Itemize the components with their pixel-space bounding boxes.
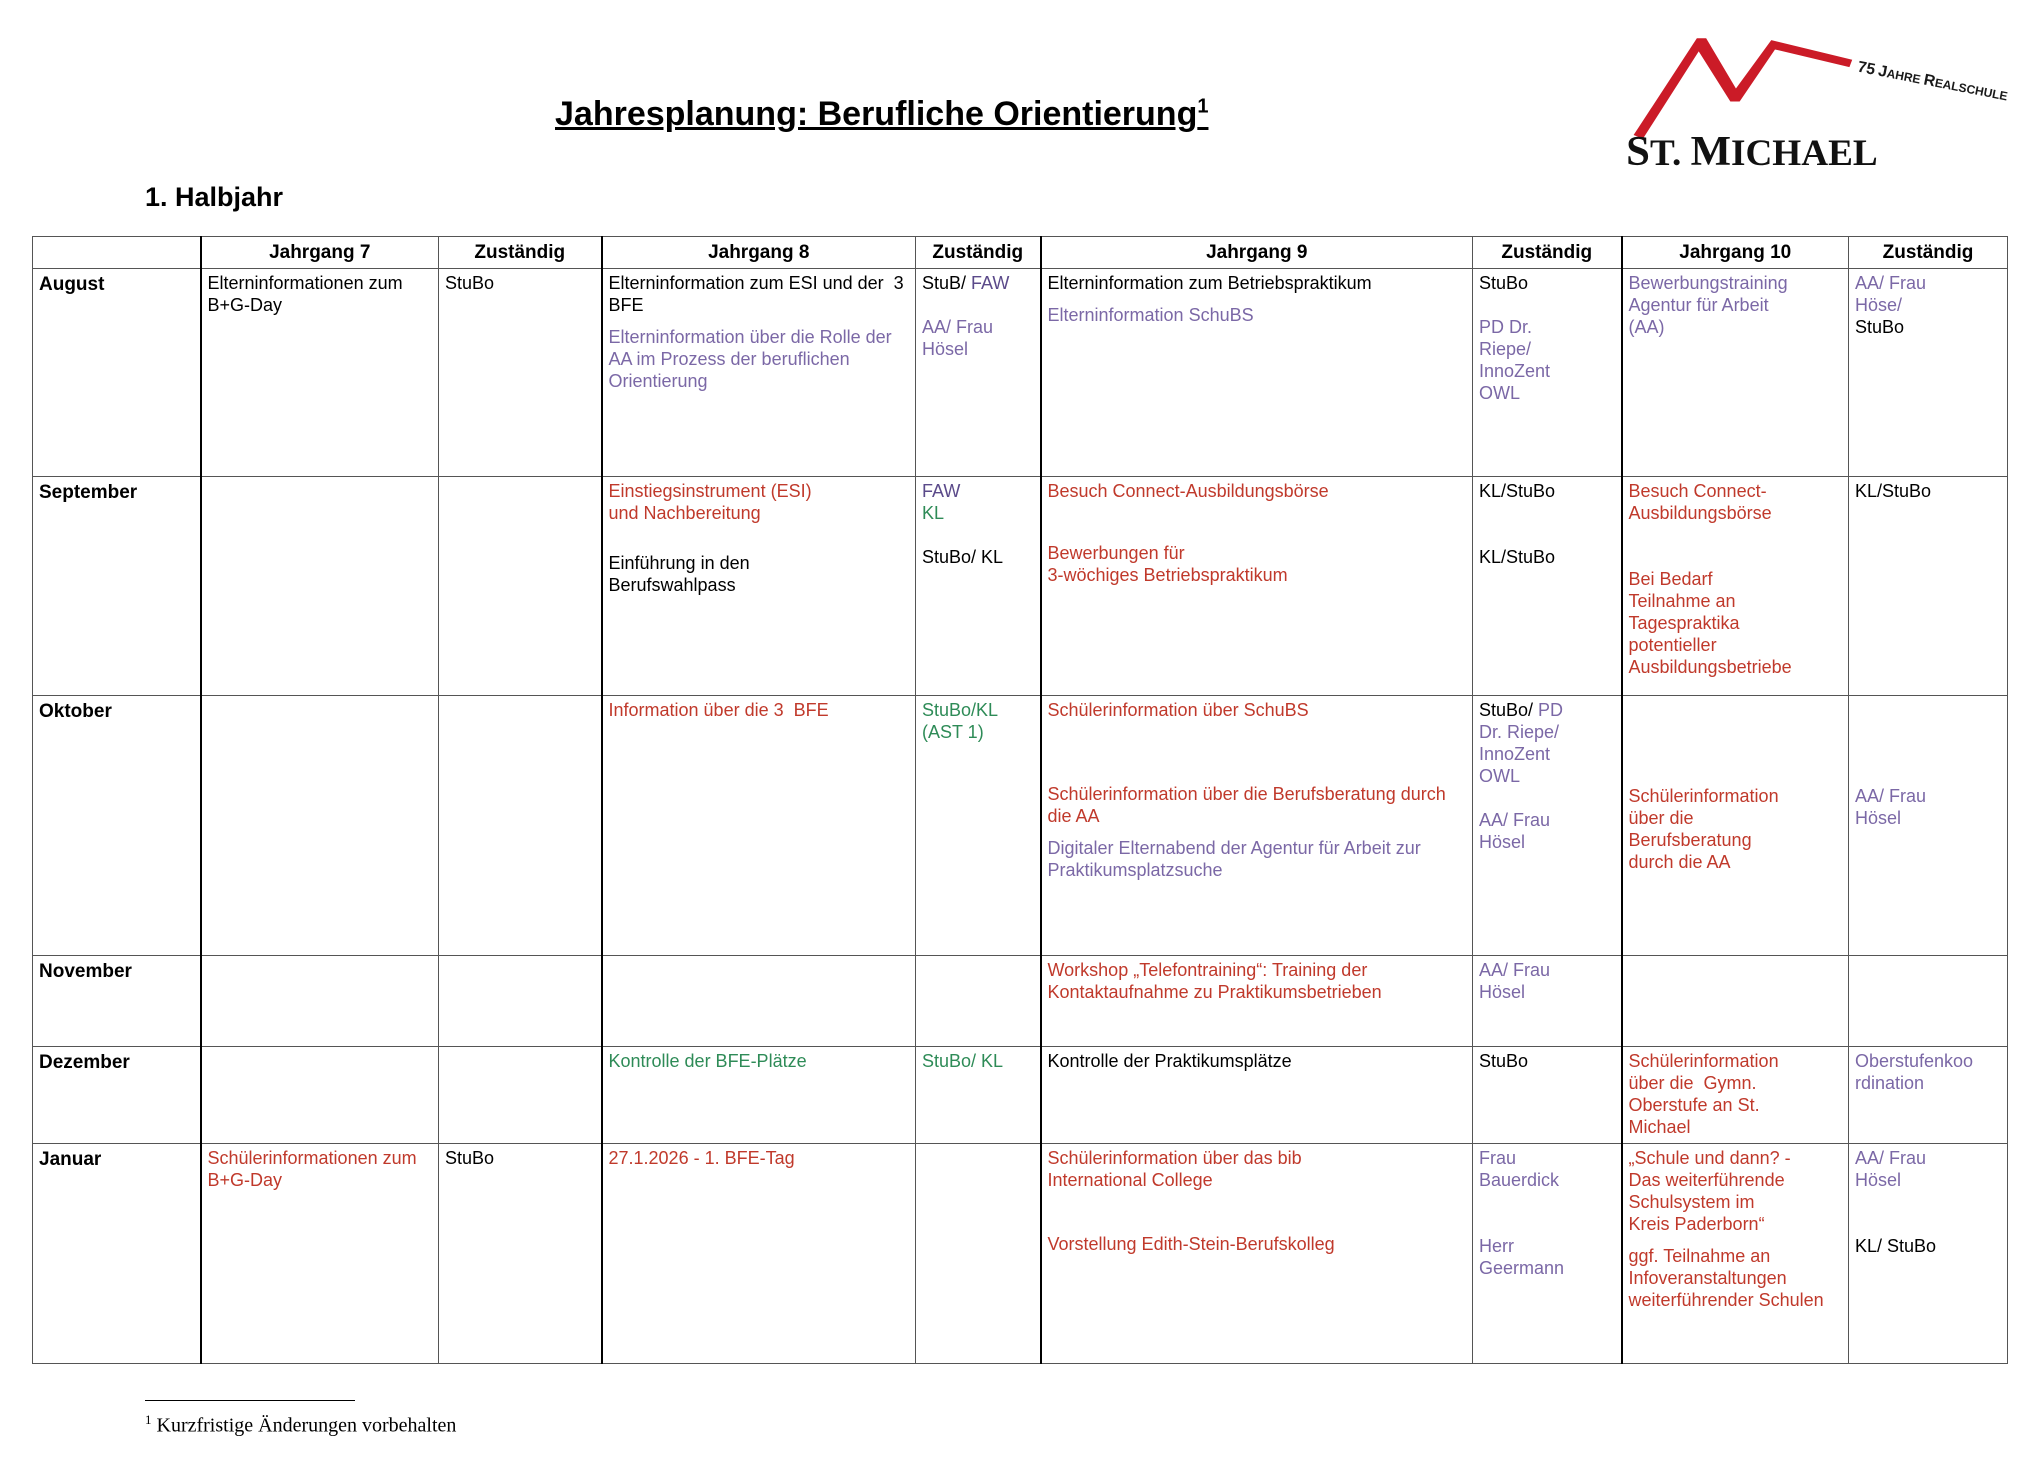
- svg-text:75 JAHRE REALSCHULE: 75 JAHRE REALSCHULE: [1856, 59, 2009, 105]
- svg-text:ST. MICHAEL: ST. MICHAEL: [1626, 128, 1878, 175]
